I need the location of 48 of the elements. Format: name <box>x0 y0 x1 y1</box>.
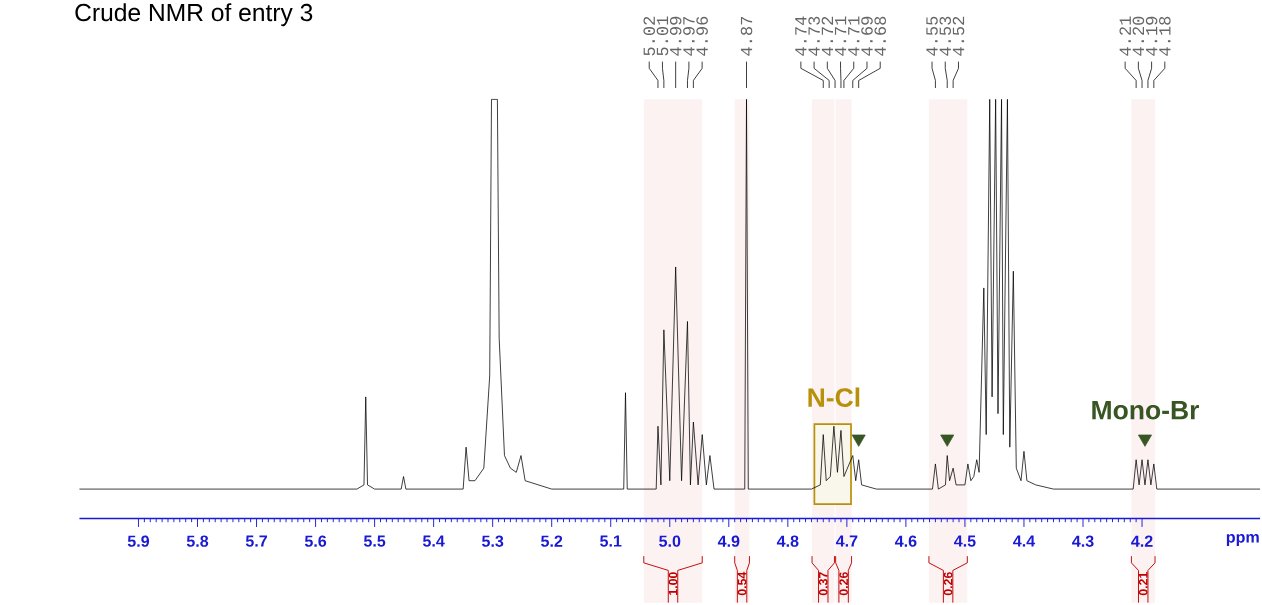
annotation: 4.68 <box>874 16 886 56</box>
x-tick-label: 5.2 <box>541 535 563 548</box>
x-tick-label: 5.7 <box>245 535 268 547</box>
x-tick-label: 5.3 <box>481 535 504 548</box>
annotation: 4.20 <box>1132 16 1145 56</box>
x-axis-title: ppm <box>1226 534 1259 547</box>
annotation: 4.69 <box>861 17 873 56</box>
annotation: 4.55 <box>926 16 938 56</box>
x-tick-label: 4.2 <box>1131 535 1153 547</box>
annotation: 5.01 <box>656 16 669 56</box>
x-tick-label: 5.5 <box>363 535 386 547</box>
band-label: 0.26 <box>943 572 953 596</box>
annotation: 4.73 <box>808 16 820 56</box>
annotation: 4.53 <box>939 16 952 56</box>
annotation: 4.71 <box>834 16 847 56</box>
annotation: 4.74 <box>795 16 807 56</box>
chart-title: Crude NMR of entry 3 <box>75 3 313 27</box>
x-tick-label: 4.3 <box>1072 535 1094 548</box>
x-tick-label: 5.6 <box>304 535 327 548</box>
x-tick-label: 5.0 <box>659 535 681 548</box>
annotation: 4.99 <box>669 17 682 56</box>
annotation: 4.21 <box>1119 16 1131 56</box>
x-tick-label: 4.5 <box>953 535 976 547</box>
band-label: 1.00 <box>668 572 678 596</box>
annotation: Mono-Br <box>1092 401 1200 420</box>
annotation: 4.19 <box>1145 17 1158 56</box>
band-label: 0.37 <box>818 572 828 596</box>
x-tick-label: 4.9 <box>717 535 740 548</box>
annotation: 4.52 <box>952 17 965 56</box>
x-tick-label: 4.6 <box>894 535 917 548</box>
x-tick-label: 5.1 <box>600 535 622 547</box>
annotation: 4.72 <box>821 17 834 56</box>
annotation: 4.97 <box>683 17 695 56</box>
annotation: 4.18 <box>1159 16 1171 56</box>
band-label: 0.26 <box>839 572 848 596</box>
band-label: 0.21 <box>1138 572 1148 596</box>
x-tick-label: 4.4 <box>1013 535 1036 547</box>
x-tick-label: 5.8 <box>186 535 209 548</box>
x-tick-label: 4.8 <box>776 535 799 548</box>
x-tick-label: 4.7 <box>835 535 858 547</box>
x-tick-label: 5.4 <box>422 535 445 547</box>
annotation: N-Cl <box>808 387 860 408</box>
annotation: 4.71 <box>848 16 860 56</box>
band-label: 0.54 <box>737 572 747 596</box>
annotation: 5.02 <box>643 17 656 56</box>
annotation: 4.87 <box>740 17 753 56</box>
x-tick-label: 5.9 <box>127 535 150 548</box>
annotation: 4.96 <box>696 16 708 56</box>
